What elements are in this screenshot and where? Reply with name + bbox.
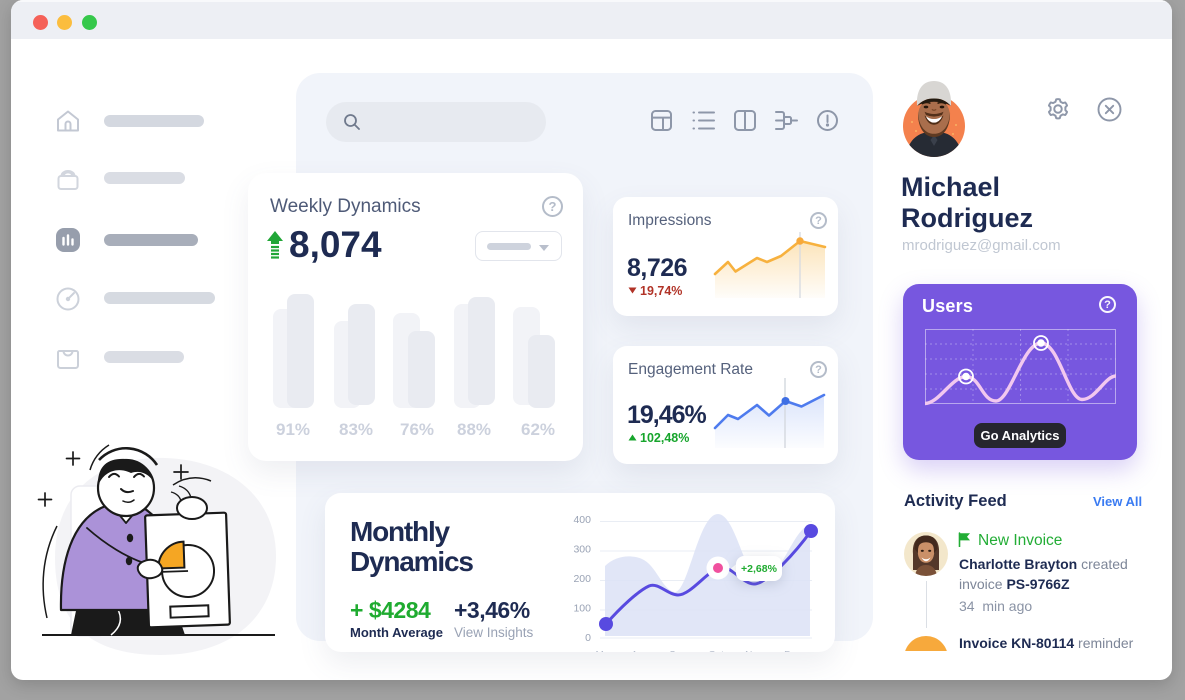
svg-text:400: 400	[573, 514, 591, 526]
svg-text:Aug: Aug	[631, 650, 649, 652]
svg-text:+2,68%: +2,68%	[741, 563, 778, 575]
svg-text:0: 0	[585, 632, 591, 644]
svg-text:Dec: Dec	[784, 650, 802, 652]
svg-text:200: 200	[573, 573, 591, 585]
svg-text:Sep: Sep	[669, 650, 687, 652]
svg-text:Nov: Nov	[745, 650, 763, 652]
svg-text:100: 100	[573, 603, 591, 615]
svg-text:Oct: Oct	[708, 650, 724, 652]
svg-text:300: 300	[573, 544, 591, 556]
svg-text:May: May	[596, 650, 615, 652]
